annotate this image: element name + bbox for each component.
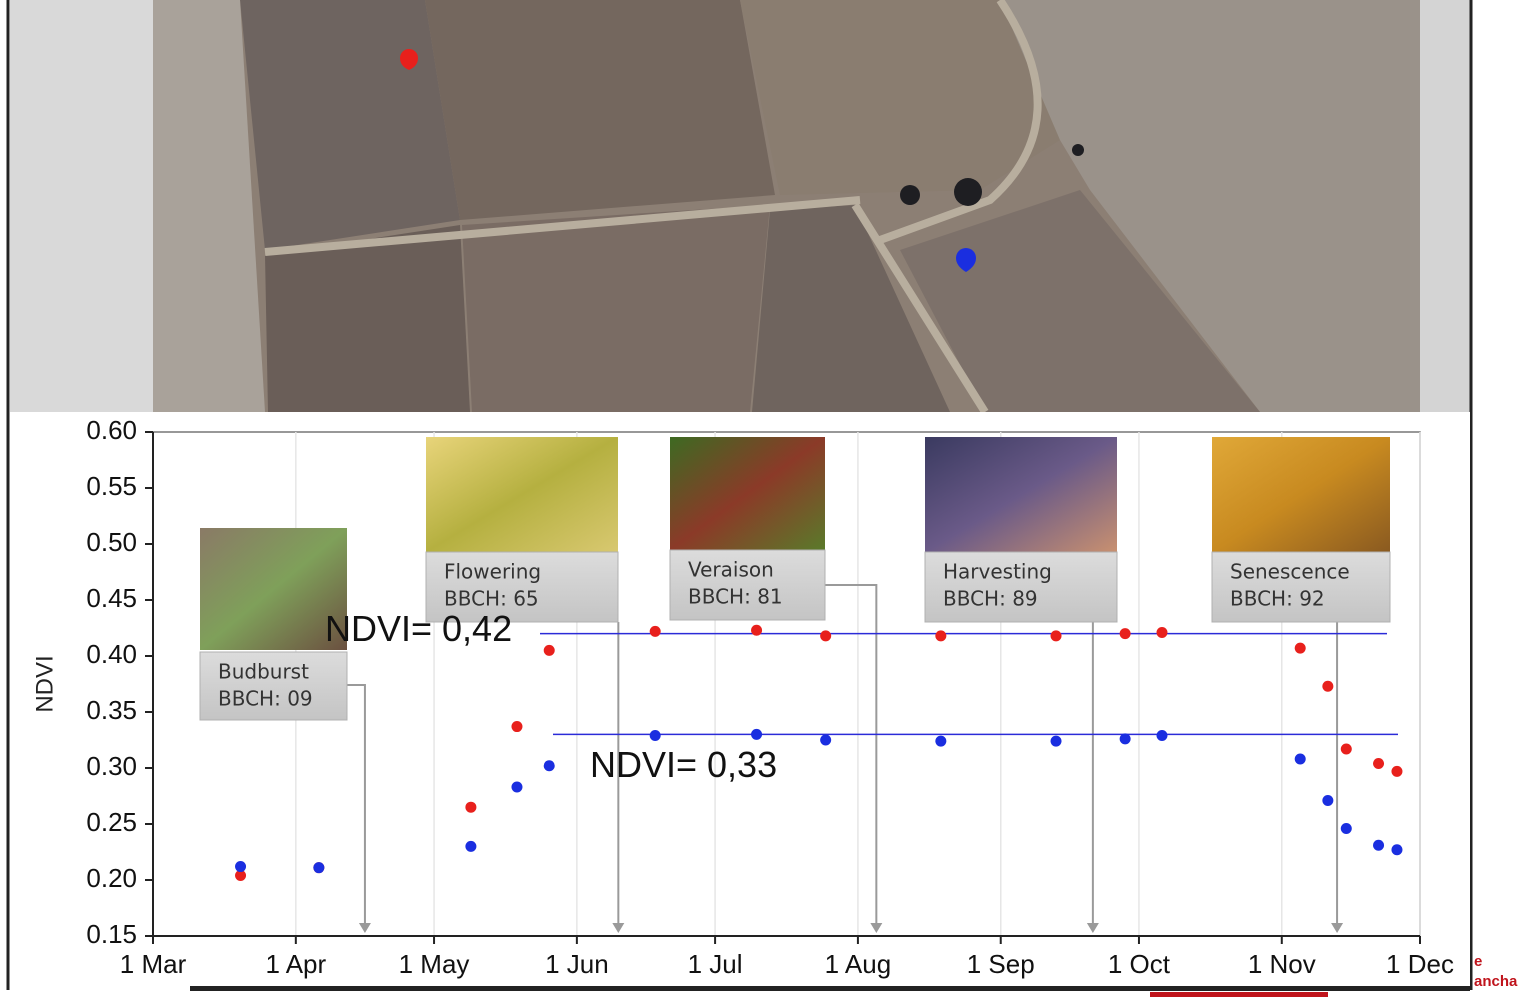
- stage-photo: [426, 437, 618, 552]
- aerial-map: [153, 0, 1420, 412]
- tree: [1072, 144, 1084, 156]
- y-tick-label: 0.40: [86, 639, 137, 669]
- data-point: [1391, 766, 1402, 777]
- screenshot: e ancha NDVI 0.15 0.20 0.25 0.30 0.35 0.40 0.4…: [0, 0, 1533, 1003]
- data-point: [544, 645, 555, 656]
- y-tick-label: 0.60: [86, 415, 137, 445]
- data-point: [1120, 733, 1131, 744]
- stage-bbch: BBCH: 65: [444, 587, 539, 611]
- y-tick-label: 0.20: [86, 863, 137, 893]
- stage-name: Harvesting: [943, 560, 1052, 584]
- field: [462, 205, 770, 412]
- bottom-bar-accent: [1150, 992, 1328, 997]
- tree: [954, 178, 982, 206]
- data-point: [1373, 758, 1384, 769]
- data-point: [1391, 844, 1402, 855]
- stage-name: Veraison: [688, 558, 774, 582]
- stage-photo: [670, 437, 825, 550]
- data-point: [1051, 630, 1062, 641]
- y-tick-label: 0.45: [86, 583, 137, 613]
- data-point: [465, 841, 476, 852]
- map-margin: [10, 0, 153, 412]
- stage-bbch: BBCH: 92: [1230, 587, 1325, 611]
- data-point: [1322, 681, 1333, 692]
- stage-photo: [1212, 437, 1390, 552]
- plot: 0.15 0.20 0.25 0.30 0.35 0.40 0.45 0.50 0.55 0.60…: [86, 415, 1454, 979]
- y-axis-title: NDVI: [31, 655, 58, 712]
- data-point: [935, 736, 946, 747]
- data-point: [1156, 730, 1167, 741]
- map-margin: [1420, 0, 1470, 412]
- stage-name: Budburst: [218, 660, 309, 684]
- data-point: [751, 729, 762, 740]
- stage-bbch: BBCH: 09: [218, 687, 313, 711]
- stage-name: Senescence: [1230, 560, 1350, 584]
- data-point: [1051, 736, 1062, 747]
- x-tick-label: 1 Apr: [265, 949, 326, 979]
- data-point: [465, 802, 476, 813]
- data-point: [1156, 627, 1167, 638]
- y-tick-label: 0.35: [86, 695, 137, 725]
- data-point: [1322, 795, 1333, 806]
- y-tick-label: 0.25: [86, 807, 137, 837]
- x-tick-label: 1 Oct: [1108, 949, 1171, 979]
- data-point: [1295, 754, 1306, 765]
- data-point: [1120, 628, 1131, 639]
- reference-label: NDVI= 0,42: [325, 608, 512, 649]
- bottom-bar: [190, 986, 1470, 991]
- data-point: [820, 735, 831, 746]
- data-point: [313, 862, 324, 873]
- footer-fragment: ancha: [1474, 973, 1518, 990]
- data-point: [511, 782, 522, 793]
- y-tick-label: 0.30: [86, 751, 137, 781]
- data-point: [935, 630, 946, 641]
- x-tick-label: 1 Sep: [967, 949, 1035, 979]
- x-tick-label: 1 Mar: [120, 949, 187, 979]
- x-tick-label: 1 Jul: [688, 949, 743, 979]
- data-point: [1341, 823, 1352, 834]
- stage-bbch: BBCH: 81: [688, 585, 783, 609]
- stage-name: Flowering: [444, 560, 541, 584]
- data-point: [511, 721, 522, 732]
- x-tick-label: 1 Nov: [1248, 949, 1316, 979]
- data-point: [650, 626, 661, 637]
- y-tick-label: 0.50: [86, 527, 137, 557]
- y-tick-label: 0.15: [86, 919, 137, 949]
- tree: [900, 185, 920, 205]
- data-point: [235, 861, 246, 872]
- x-tick-label: 1 Jun: [545, 949, 609, 979]
- data-point: [820, 630, 831, 641]
- field: [740, 0, 1060, 195]
- data-point: [1341, 743, 1352, 754]
- x-tick-label: 1 May: [399, 949, 470, 979]
- footer-fragment: e: [1474, 953, 1482, 970]
- data-point: [1373, 840, 1384, 851]
- x-tick-label: 1 Dec: [1386, 949, 1454, 979]
- data-point: [650, 730, 661, 741]
- data-point: [751, 625, 762, 636]
- reference-label: NDVI= 0,33: [590, 744, 777, 785]
- data-point: [544, 760, 555, 771]
- y-tick-label: 0.55: [86, 471, 137, 501]
- stage-photo: [925, 437, 1117, 552]
- data-point: [1295, 643, 1306, 654]
- x-tick-label: 1 Aug: [825, 949, 892, 979]
- field: [425, 0, 775, 220]
- stage-bbch: BBCH: 89: [943, 587, 1038, 611]
